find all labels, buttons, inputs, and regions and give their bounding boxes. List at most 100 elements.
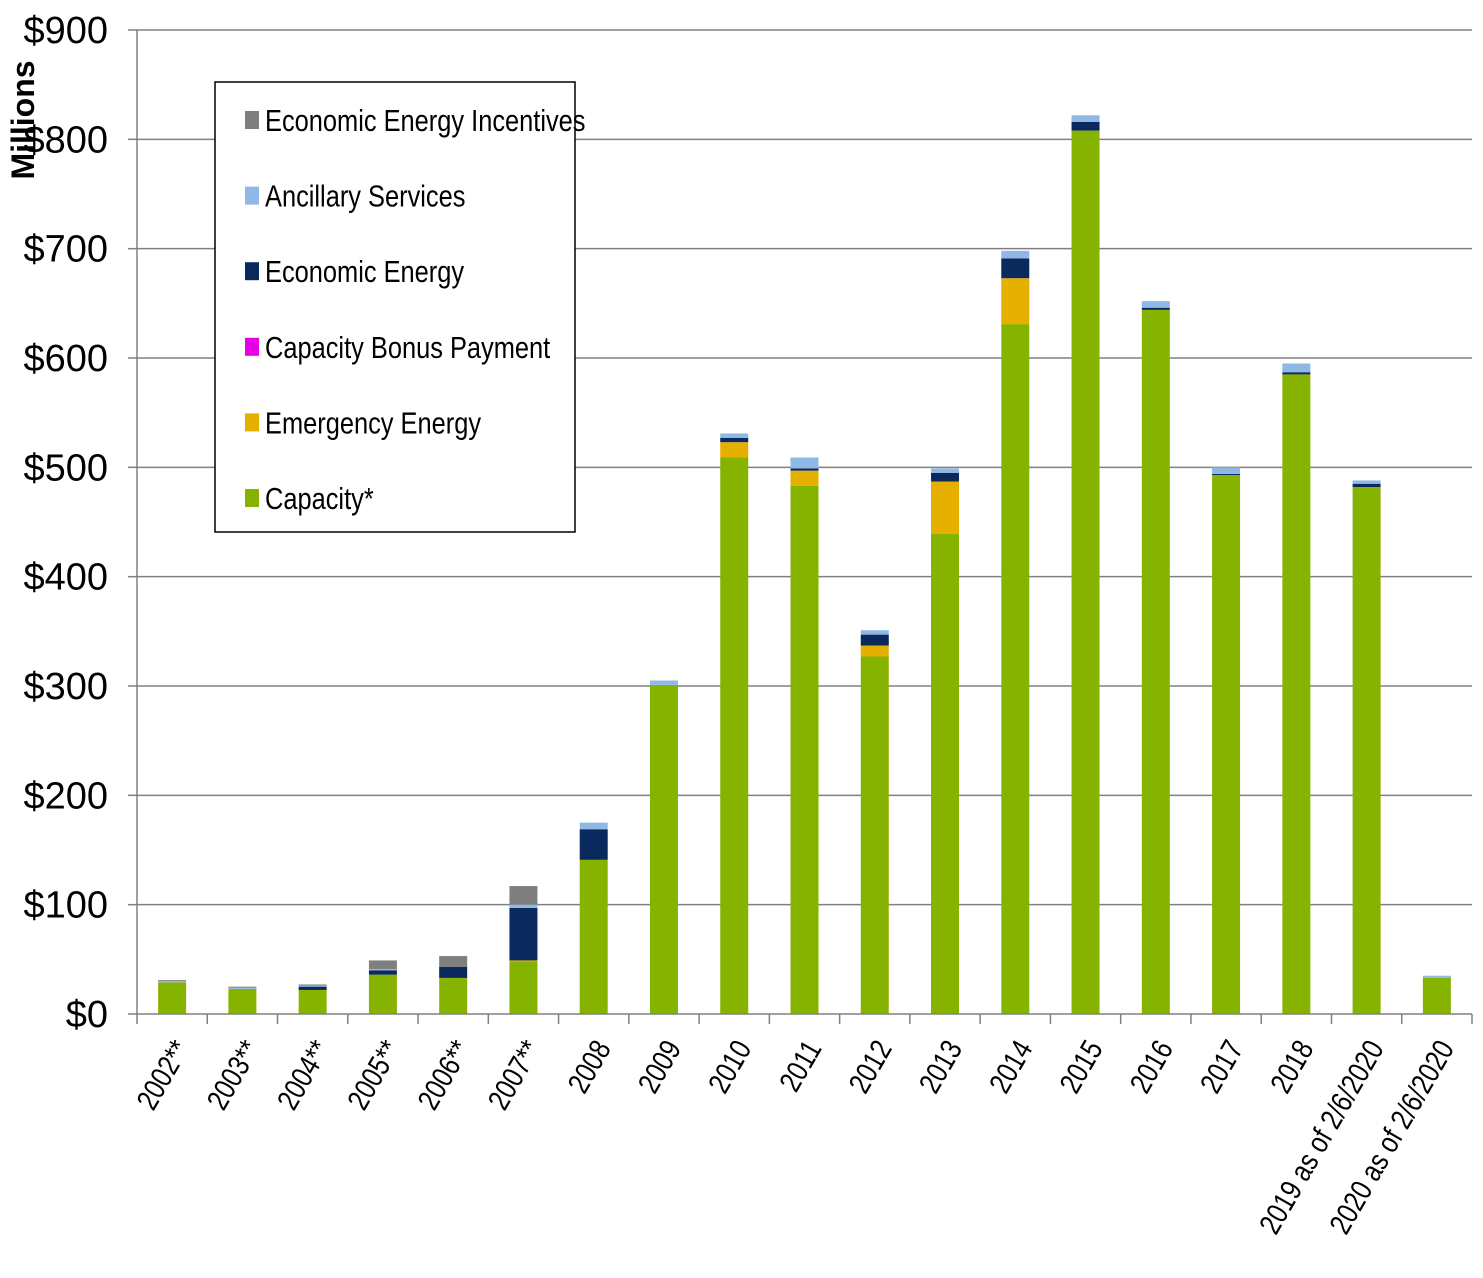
bar-segment-ancillary-services <box>579 822 608 830</box>
bar-segment-capacity <box>1141 309 1170 1015</box>
y-tick-label: $900 <box>23 10 108 52</box>
bar-segment-ancillary-services <box>720 433 749 438</box>
bar-segment-ancillary-services <box>790 457 819 469</box>
bar-segment-economic-energy <box>931 472 960 482</box>
x-tick-label: 2002** <box>130 1034 196 1115</box>
legend-label: Emergency Energy <box>265 406 482 441</box>
bar-segment-economic-energy <box>720 437 749 443</box>
x-tick-label: 2018 <box>1263 1034 1320 1098</box>
y-tick-label: $600 <box>23 338 108 380</box>
legend-swatch <box>245 186 259 205</box>
bar-segment-emergency-energy <box>1001 278 1030 325</box>
x-tick-label: 2013 <box>912 1034 969 1098</box>
bar-segment-economic-energy <box>298 986 327 990</box>
legend-swatch <box>245 489 259 507</box>
bar-segment-capacity <box>1282 374 1311 1014</box>
bar-segment-economic-energy-incentives <box>298 984 327 986</box>
bar-segment-ancillary-services <box>860 630 889 635</box>
legend-label: Economic Energy <box>265 255 465 290</box>
bar-segment-economic-energy <box>860 634 889 646</box>
bar-segment-economic-energy-incentives <box>368 960 397 970</box>
bar-segment-economic-energy <box>1141 307 1170 310</box>
bar-segment-capacity <box>1212 474 1241 1014</box>
bar-segment-economic-energy <box>579 829 608 860</box>
bar-segment-economic-energy <box>1001 258 1030 279</box>
legend-swatch <box>245 111 259 129</box>
bar-segment-economic-energy <box>1212 473 1241 475</box>
legend-label: Ancillary Services <box>265 179 465 214</box>
bar-stacks <box>158 115 1451 1015</box>
bar-segment-ancillary-services <box>1282 363 1311 373</box>
y-tick-label: $0 <box>66 994 108 1036</box>
bar-segment-emergency-energy <box>931 481 960 535</box>
bar-segment-capacity <box>1001 324 1030 1014</box>
x-tick-label: 2003** <box>200 1034 266 1115</box>
bar-segment-ancillary-services <box>368 969 397 971</box>
y-tick-label: $800 <box>23 119 108 161</box>
bar-segment-capacity <box>368 974 397 1014</box>
legend-label: Capacity Bonus Payment <box>265 330 550 365</box>
y-tick-label: $200 <box>23 775 108 817</box>
bar-segment-ancillary-services <box>931 468 960 473</box>
x-tick-label: 2010 <box>701 1034 758 1098</box>
legend-swatch <box>245 413 259 432</box>
bar-segment-ancillary-services <box>1422 975 1451 978</box>
bar-segment-capacity <box>579 859 608 1014</box>
bar-segment-ancillary-services <box>1352 480 1381 484</box>
bar-segment-emergency-energy <box>509 960 538 962</box>
y-axis-label: Millions <box>5 60 41 179</box>
bar-segment-ancillary-services <box>1212 467 1241 474</box>
y-tick-labels: $0 $100 $200 $300 $400 $500 $600 $700 $800 $900 <box>23 10 137 1036</box>
bar-segment-ancillary-services <box>1141 301 1170 308</box>
y-tick-label: $700 <box>23 229 108 271</box>
x-tick-label: 2016 <box>1123 1034 1180 1098</box>
bar-segment-ancillary-services <box>228 987 257 989</box>
x-tick-label: 2017 <box>1193 1034 1250 1098</box>
bar-segment-capacity <box>509 961 538 1014</box>
x-tick-label: 2015 <box>1053 1034 1110 1098</box>
bar-segment-economic-energy <box>439 966 468 978</box>
y-tick-label: $500 <box>23 447 108 489</box>
x-tick-label: 2004** <box>270 1034 336 1115</box>
bar-segment-ancillary-services <box>158 981 187 983</box>
bar-segment-economic-energy <box>1352 483 1381 488</box>
bar-segment-capacity <box>158 982 187 1014</box>
y-tick-label: $400 <box>23 557 108 599</box>
y-tick-label: $100 <box>23 885 108 927</box>
bar-segment-capacity <box>1422 977 1451 1014</box>
bar-segment-capacity <box>790 485 819 1014</box>
bar-segment-economic-energy <box>1282 372 1311 375</box>
legend-box <box>214 81 576 533</box>
bar-segment-capacity <box>720 457 749 1014</box>
bar-segment-capacity <box>439 977 468 1014</box>
x-tick-label: 2006** <box>411 1034 477 1115</box>
bar-segment-emergency-energy <box>790 470 819 486</box>
legend: Economic Energy Incentives Ancillary Serv… <box>214 81 586 533</box>
bar-segment-ancillary-services <box>298 985 327 987</box>
bar-segment-economic-energy-incentives <box>158 980 187 982</box>
bar-segment-economic-energy <box>509 907 538 961</box>
axes <box>136 30 1473 1024</box>
bar-segment-economic-energy-incentives <box>439 956 468 967</box>
bar-segment-emergency-energy <box>720 442 749 458</box>
bar-segment-capacity <box>298 989 327 1014</box>
x-tick-label: 2008 <box>561 1034 618 1098</box>
x-tick-label: 2011 <box>772 1034 828 1097</box>
bar-segment-capacity <box>860 656 889 1014</box>
x-tick-label: 2012 <box>842 1034 899 1098</box>
x-tick-labels: 2002** 2003** 2004** 2005** 2006** 2007** 2008… <box>130 1034 1461 1239</box>
x-tick-label: 2014 <box>982 1034 1039 1098</box>
bar-segment-economic-energy <box>368 970 397 975</box>
legend-swatch <box>245 262 259 281</box>
bar-segment-capacity <box>649 684 678 1014</box>
x-tick-label: 2007** <box>481 1034 547 1115</box>
bar-segment-economic-energy <box>1071 121 1100 131</box>
bar-segment-economic-energy-incentives <box>509 886 538 905</box>
bar-segment-economic-energy-incentives <box>228 986 257 988</box>
bar-segment-economic-energy <box>790 468 819 471</box>
bar-segment-ancillary-services <box>509 904 538 908</box>
legend-swatch <box>245 337 259 356</box>
y-tick-label: $300 <box>23 666 108 708</box>
bar-segment-capacity <box>1071 130 1100 1014</box>
